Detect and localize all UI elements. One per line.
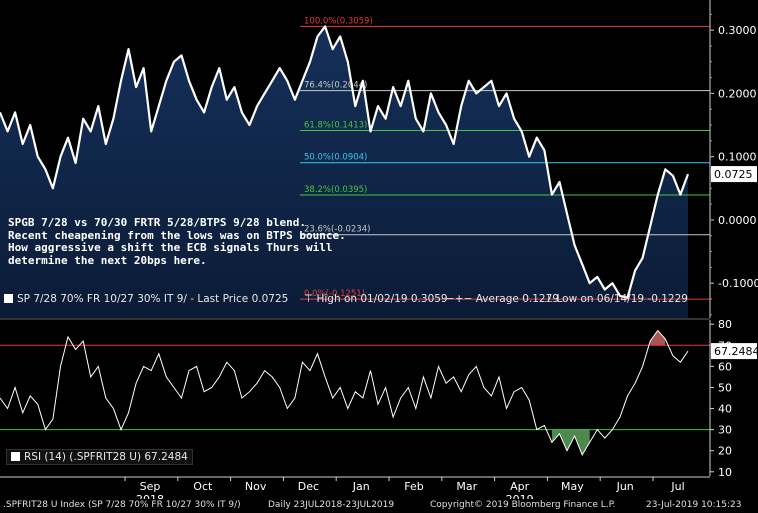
price-line [0, 25, 690, 299]
x-tick-label: May [561, 480, 584, 493]
x-tick-label: Jun [616, 480, 634, 493]
annotation-line: Recent cheapening from the lows was on B… [8, 228, 346, 242]
fib-level-label: 61.8%(0.1413) [304, 121, 367, 131]
last-price-label: 0.0725 [714, 168, 753, 181]
fib-level-label: 100.0%(0.3059) [304, 16, 373, 26]
oversold-fill [551, 429, 605, 455]
footer-copyright: Copyright© 2019 Bloomberg Finance L.P. [430, 500, 616, 510]
footer-security: .SPFRIT28 U Index (SP 7/28 70% FR 10/27 … [3, 500, 241, 510]
price-legend: SP 7/28 70% FR 10/27 30% IT 9/ - Last Pr… [4, 293, 709, 308]
rsi-color-swatch [11, 452, 20, 461]
fib-level-label: 38.2%(0.0395) [304, 185, 367, 195]
x-tick-label: Jul [670, 480, 684, 493]
last-price-tag [711, 166, 757, 183]
overbought-fill [68, 330, 666, 346]
legend-average-entry: −+− Average 0.1279 [446, 293, 559, 305]
fib-level-label: 76.4%(0.2044) [304, 81, 367, 91]
annotation-line: SPGB 7/28 vs 70/30 FRTR 5/28/BTPS 9/28 b… [8, 216, 307, 229]
chart-annotation: SPGB 7/28 vs 70/30 FRTR 5/28/BTPS 9/28 b… [8, 216, 348, 267]
y-tick-label: 0.1000 [718, 151, 757, 164]
x-tick-label: Mar [456, 480, 477, 493]
x-tick-label: Dec [298, 480, 319, 493]
y-tick-label: 0.2000 [718, 87, 757, 100]
y-tick-label: 0.0000 [718, 214, 757, 227]
fib-level-label: 50.0%(0.0904) [304, 153, 367, 163]
footer-range: Daily 23JUL2018-23JUL2019 [268, 500, 395, 510]
fib-level-label: 0.0%(-0.1251) [304, 289, 365, 299]
x-tick-label: Oct [193, 480, 213, 493]
rsi-y-tick-label: 30 [718, 424, 732, 437]
fib-level-label: 23.6%(-0.0234) [304, 225, 370, 235]
x-tick-label: Nov [245, 480, 267, 493]
x-tick-label: Feb [404, 480, 423, 493]
rsi-legend[interactable]: RSI (14) (.SPFRIT28 U) 67.2484 [6, 449, 193, 465]
y-tick-label: 0.3000 [718, 24, 757, 37]
rsi-y-tick-label: 60 [718, 360, 732, 373]
legend-high-entry: ⊤ High on 01/02/19 0.3059 [304, 293, 448, 305]
rsi-line [0, 329, 689, 457]
rsi-panel: 807060504030201067.2484 [0, 318, 758, 479]
annotation-line: determine the next 20bps here. [8, 253, 207, 267]
x-tick-label: Sep [140, 480, 161, 493]
annotation-line: How aggressive a shift the ECB signals T… [8, 241, 333, 254]
rsi-last-tag [711, 343, 757, 360]
price-panel: 100.0%(0.3059) 76.4%(0.2044) 61.8%(0.1413)… [0, 0, 758, 320]
rsi-y-tick-label: 80 [718, 318, 732, 331]
footer-timestamp: 23-Jul-2019 10:15:23 [646, 500, 742, 510]
rsi-y-tick-label: 50 [718, 381, 732, 394]
rsi-y-tick-label: 10 [718, 466, 732, 479]
y-tick-label: -0.1000 [718, 277, 758, 290]
series-color-swatch [4, 294, 13, 303]
price-area [0, 26, 688, 319]
footer-bar: .SPFRIT28 U Index (SP 7/28 70% FR 10/27 … [0, 499, 758, 513]
x-tick-label: Jan [352, 480, 370, 493]
rsi-last-label: 67.2484 [714, 345, 758, 358]
rsi-y-tick-label: 40 [718, 403, 732, 416]
legend-low-entry: ⊥ Low on 06/14/19 -0.1229 [544, 293, 688, 305]
legend-series-entry[interactable]: SP 7/28 70% FR 10/27 30% IT 9/ - Last Pr… [4, 293, 288, 305]
x-tick-label: Apr [510, 480, 530, 493]
rsi-y-tick-label: 20 [718, 445, 732, 458]
